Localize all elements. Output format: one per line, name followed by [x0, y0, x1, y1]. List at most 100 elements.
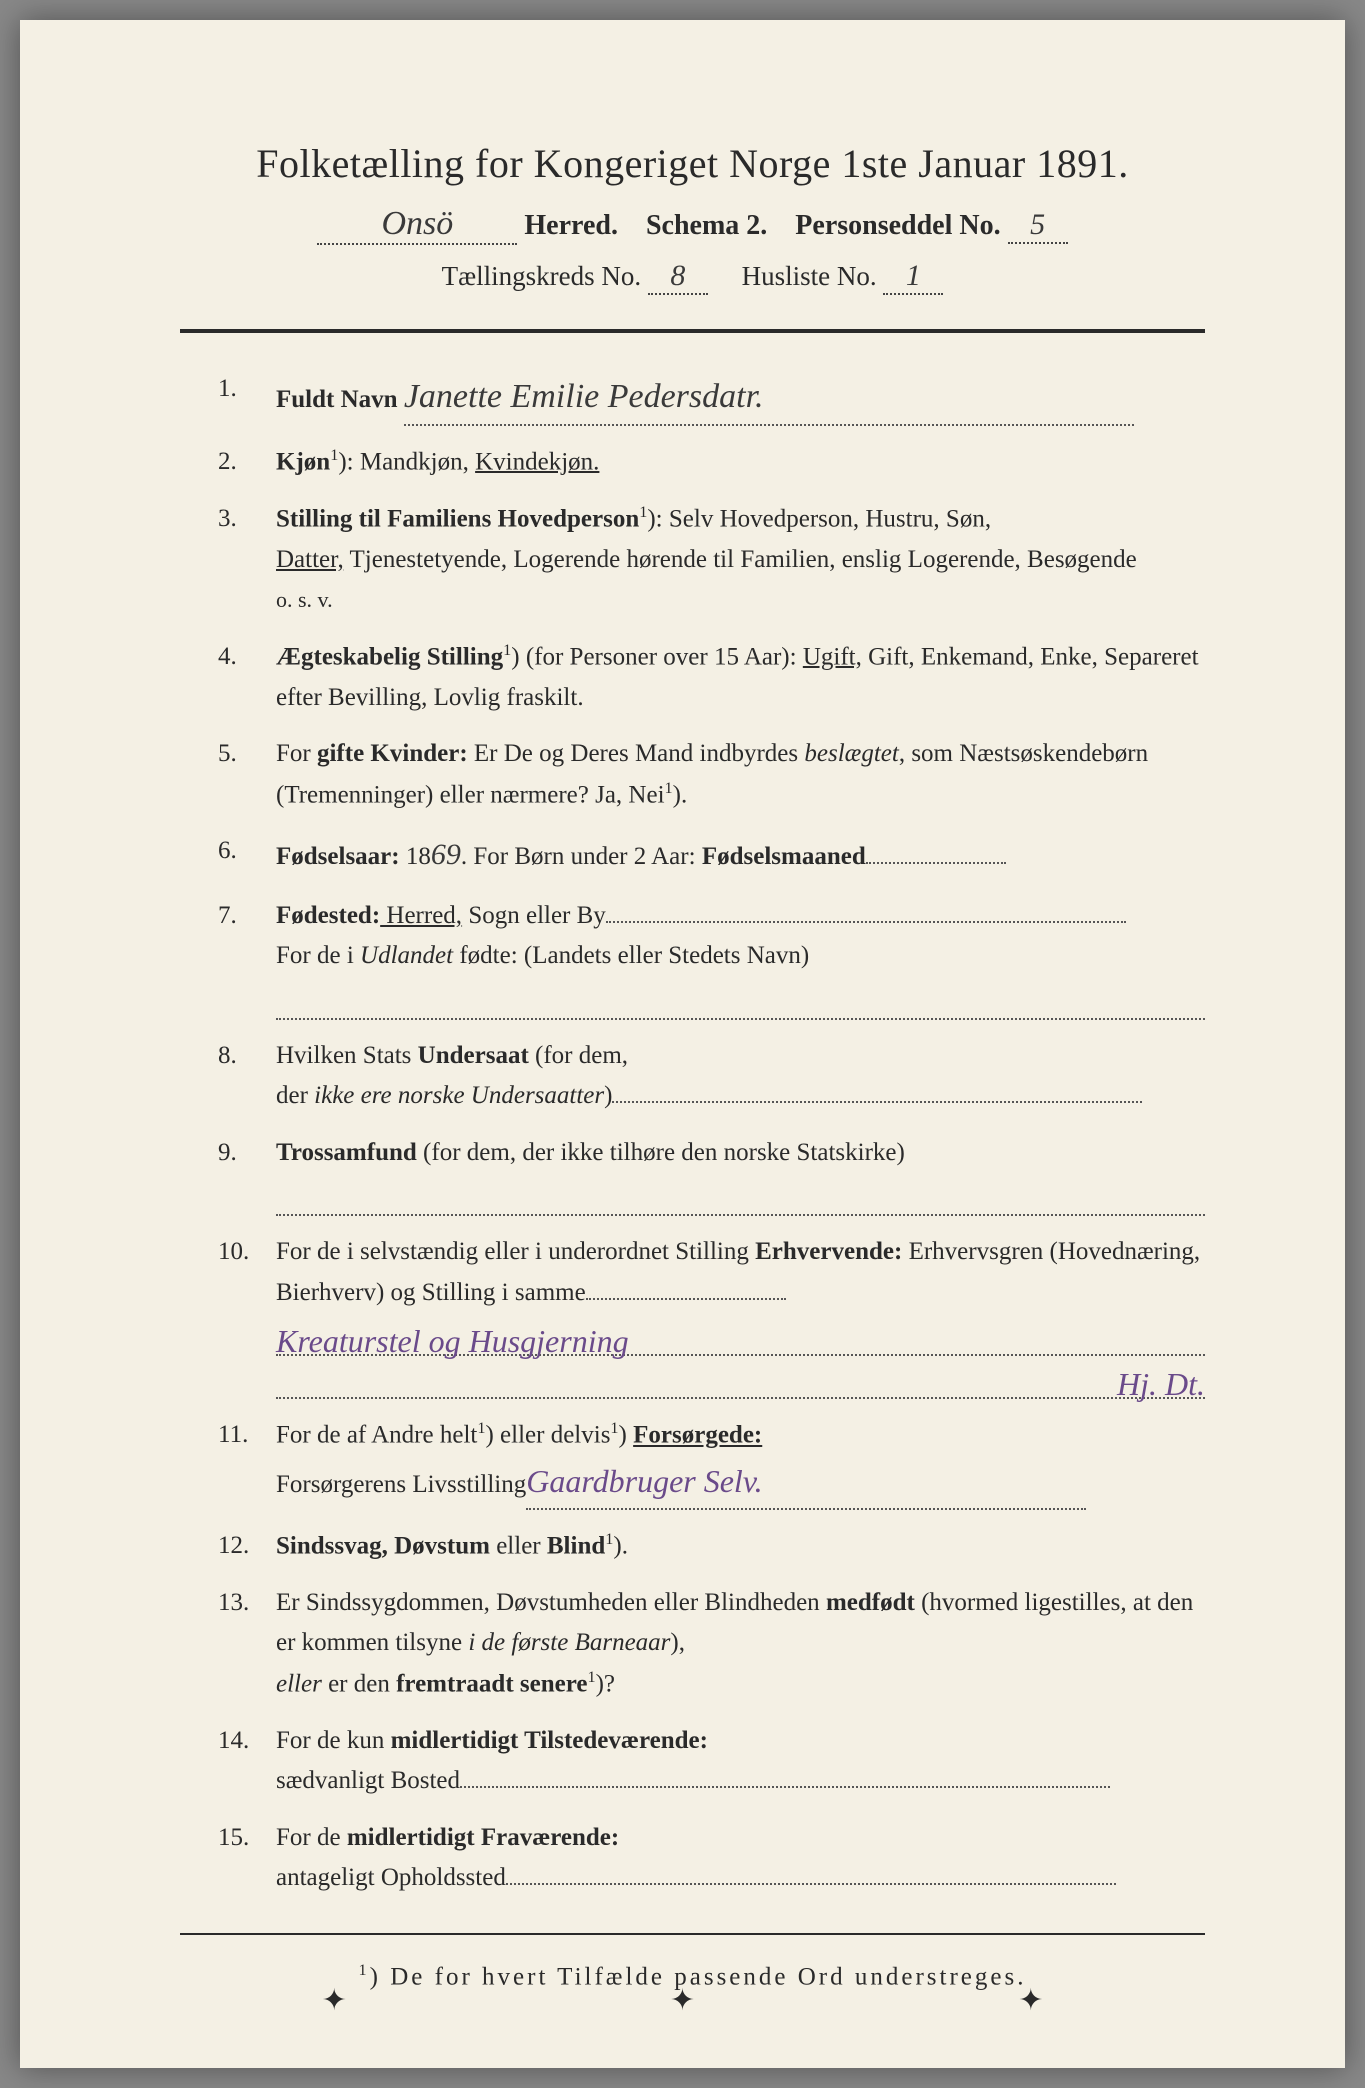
personseddel-no: 5: [1008, 208, 1068, 244]
month-fill: [866, 862, 1006, 864]
sup: 1: [665, 779, 673, 797]
field-label: Kjøn: [276, 448, 330, 475]
t1: For de kun: [276, 1727, 391, 1754]
field-11: 11. For de af Andre helt1) eller delvis1…: [218, 1415, 1205, 1510]
sup: 1: [587, 1668, 595, 1686]
name-value: Janette Emilie Pedersdatr.: [404, 369, 764, 424]
t1: Er Sindssygdommen, Døvstumheden eller Bl…: [276, 1589, 826, 1616]
field-num: 12.: [218, 1526, 276, 1567]
t4: er den: [322, 1670, 396, 1697]
t2: ) eller delvis: [485, 1422, 610, 1449]
field-num: 8.: [218, 1036, 276, 1117]
occupation-value: Kreaturstel og Husgjerning: [276, 1323, 629, 1359]
t3: ),: [670, 1629, 685, 1656]
field-content: Fødested: Herred, Sogn eller By For de i…: [276, 896, 1205, 1020]
field-content: For de af Andre helt1) eller delvis1) Fo…: [276, 1415, 1205, 1510]
field-num: 7.: [218, 896, 276, 1020]
husliste-no: 1: [883, 259, 943, 295]
field-num: 5.: [218, 734, 276, 815]
b2: fremtraadt senere: [396, 1670, 587, 1697]
b2: Fødselsmaaned: [702, 843, 866, 870]
field-label: Ægteskabelig Stilling: [276, 643, 503, 670]
fill: [606, 921, 1126, 923]
provider-fill: Gaardbruger Selv.: [526, 1456, 1086, 1510]
u: Herred,: [380, 902, 462, 929]
kreds-no: 8: [648, 259, 708, 295]
field-content: Kjøn1): Mandkjøn, Kvindekjøn.: [276, 442, 1205, 483]
field-2: 2. Kjøn1): Mandkjøn, Kvindekjøn.: [218, 442, 1205, 483]
subtitle-row-2: Tællingskreds No. 8 Husliste No. 1: [180, 259, 1205, 295]
t3: der: [276, 1082, 314, 1109]
text: ): Mandkjøn,: [338, 448, 475, 475]
divider-top: [180, 329, 1205, 333]
field-num: 11.: [218, 1415, 276, 1510]
field-8: 8. Hvilken Stats Undersaat (for dem, der…: [218, 1036, 1205, 1117]
field-label: Fødselsaar:: [276, 843, 400, 870]
field-num: 4.: [218, 637, 276, 718]
t1: For de af Andre helt: [276, 1422, 477, 1449]
annotation-value: Hj. Dt.: [1117, 1366, 1205, 1402]
field-num: 1.: [218, 369, 276, 426]
t2: . For Børn under 2 Aar:: [461, 843, 702, 870]
field-13: 13. Er Sindssygdommen, Døvstumheden elle…: [218, 1583, 1205, 1705]
t1: ): Selv Hovedperson, Hustru, Søn,: [647, 505, 991, 532]
s2: 1: [610, 1419, 618, 1437]
b: medfødt: [826, 1589, 915, 1616]
b: Undersaat: [418, 1042, 529, 1069]
annotation-line: Hj. Dt.: [276, 1359, 1205, 1399]
field-content: Hvilken Stats Undersaat (for dem, der ik…: [276, 1036, 1205, 1117]
field-12: 12. Sindssvag, Døvstum eller Blind1).: [218, 1526, 1205, 1567]
t3: fødte: (Landets eller Stedets Navn): [453, 942, 809, 969]
b: Erhvervende:: [755, 1238, 902, 1265]
field-9: 9. Trossamfund (for dem, der ikke tilhør…: [218, 1133, 1205, 1217]
field-content: Fuldt Navn Janette Emilie Pedersdatr.: [276, 369, 1205, 426]
field-14: 14. For de kun midlertidigt Tilstedevære…: [218, 1721, 1205, 1802]
t2: sædvanligt Bosted: [276, 1767, 460, 1794]
field-content: Stilling til Familiens Hovedperson1): Se…: [276, 499, 1205, 621]
field-content: Sindssvag, Døvstum eller Blind1).: [276, 1526, 1205, 1567]
field-content: Trossamfund (for dem, der ikke tilhøre d…: [276, 1133, 1205, 1217]
field-content: For de midlertidigt Fraværende: antageli…: [276, 1818, 1205, 1899]
field-num: 9.: [218, 1133, 276, 1217]
field-label: Fødested:: [276, 902, 380, 929]
marker-right: ✦: [1018, 1983, 1043, 2018]
b: Forsørgede:: [633, 1422, 762, 1449]
schema-label: Schema 2.: [646, 210, 767, 241]
t4: ): [604, 1082, 612, 1109]
field-num: 2.: [218, 442, 276, 483]
marker-left: ✦: [322, 1983, 347, 2018]
field-content: Er Sindssygdommen, Døvstumheden eller Bl…: [276, 1583, 1205, 1705]
t2: antageligt Opholdssted: [276, 1864, 506, 1891]
t2: ).: [613, 1532, 628, 1559]
t: eller: [490, 1532, 547, 1559]
value-line: Kreaturstel og Husgjerning: [276, 1316, 1205, 1356]
marker-center: ✦: [670, 1983, 695, 2018]
t1: For de i selvstændig eller i underordnet…: [276, 1238, 755, 1265]
field-label: Fuldt Navn: [276, 386, 398, 413]
fill1: [586, 1298, 786, 1300]
t1: ) (for Personer over 15 Aar):: [511, 643, 803, 670]
field-1: 1. Fuldt Navn Janette Emilie Pedersdatr.: [218, 369, 1205, 426]
herred-label: Herred.: [524, 210, 618, 241]
fields-container: 1. Fuldt Navn Janette Emilie Pedersdatr.…: [180, 369, 1205, 1899]
t3: ).: [673, 781, 688, 808]
b: Sindssvag, Døvstum: [276, 1532, 490, 1559]
field-num: 14.: [218, 1721, 276, 1802]
t2: Tjenestetyende, Logerende hørende til Fa…: [344, 546, 1137, 573]
field-content: Fødselsaar: 1869. For Børn under 2 Aar: …: [276, 831, 1205, 880]
b: midlertidigt Fraværende:: [347, 1824, 619, 1851]
subtitle-row-1: Onsö Herred. Schema 2. Personseddel No. …: [180, 205, 1205, 245]
field-content: For de kun midlertidigt Tilstedeværende:…: [276, 1721, 1205, 1802]
field-content: For de i selvstændig eller i underordnet…: [276, 1232, 1205, 1399]
fill: [506, 1883, 1116, 1885]
field-label: Stilling til Familiens Hovedperson: [276, 505, 639, 532]
t1: Er De og Deres Mand indbyrdes: [468, 740, 805, 767]
field-content: For gifte Kvinder: Er De og Deres Mand i…: [276, 734, 1205, 815]
blank-line: [276, 1176, 1205, 1216]
blank-line: [276, 980, 1205, 1020]
t1: Hvilken Stats: [276, 1042, 418, 1069]
field-num: 15.: [218, 1818, 276, 1899]
field-10: 10. For de i selvstændig eller i underor…: [218, 1232, 1205, 1399]
field-6: 6. Fødselsaar: 1869. For Børn under 2 Aa…: [218, 831, 1205, 880]
field-5: 5. For gifte Kvinder: Er De og Deres Man…: [218, 734, 1205, 815]
